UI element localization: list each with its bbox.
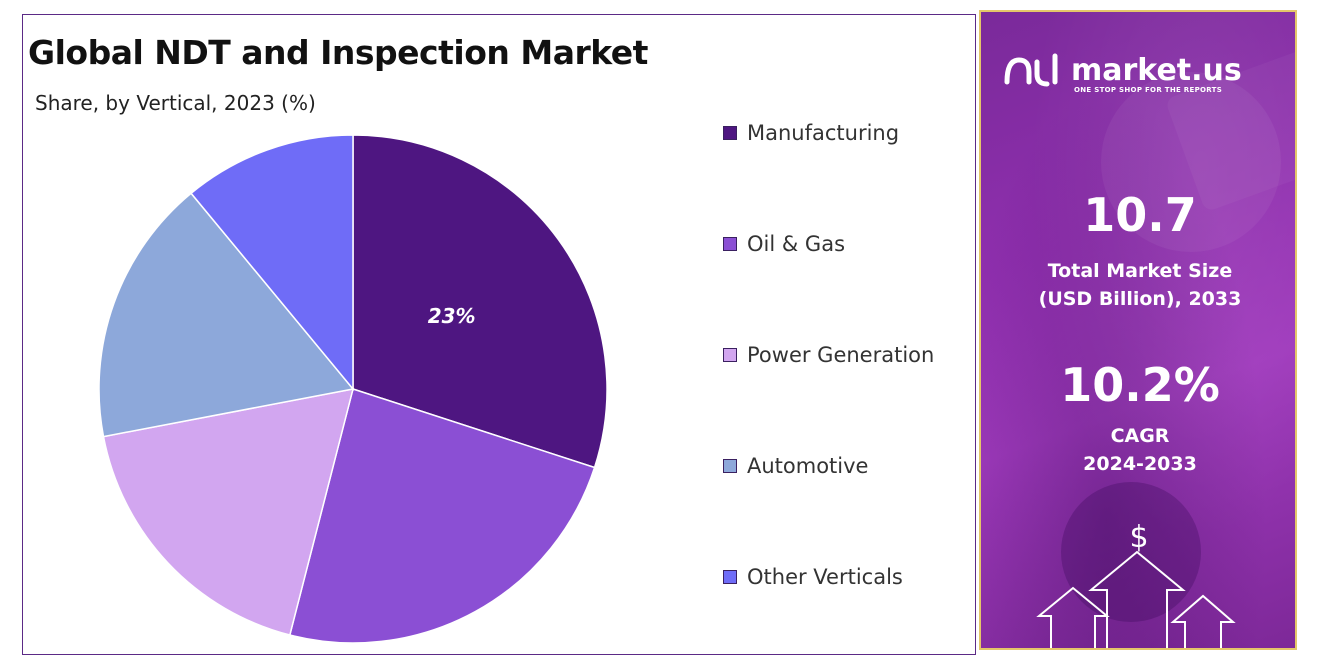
legend-swatch xyxy=(723,570,737,584)
chart-title: Global NDT and Inspection Market xyxy=(28,33,648,72)
market-us-logo-icon xyxy=(1004,53,1058,87)
legend-swatch xyxy=(723,459,737,473)
brand-name: market.us xyxy=(1071,53,1242,88)
pie-data-label: 23% xyxy=(428,304,476,328)
brand-logo[interactable]: market.us xyxy=(1003,52,1242,90)
legend-item-oil-gas: Oil & Gas xyxy=(723,232,845,256)
pie-slice-automotive xyxy=(98,192,355,438)
cagr-period: 2024-2033 xyxy=(1083,453,1197,475)
chart-frame: Global NDT and Inspection Market Share, … xyxy=(22,14,976,655)
pie-slice-oil-gas xyxy=(288,388,596,644)
legend-label: Oil & Gas xyxy=(747,232,846,256)
pie-slice-other-verticals xyxy=(190,134,354,392)
legend-swatch xyxy=(723,348,737,362)
legend-item-other-verticals: Other Verticals xyxy=(723,565,903,589)
pie-slice-manufacturing xyxy=(352,134,608,469)
legend-item-power-generation: Power Generation xyxy=(723,343,934,367)
market-summary-panel: market.us ONE STOP SHOP FOR THE REPORTS … xyxy=(979,10,1297,650)
dollar-icon: $ xyxy=(1129,520,1148,555)
legend-item-manufacturing: Manufacturing xyxy=(723,121,899,145)
legend-swatch xyxy=(723,237,737,251)
brand-tagline: ONE STOP SHOP FOR THE REPORTS xyxy=(1074,86,1223,94)
chart-subtitle: Share, by Vertical, 2023 (%) xyxy=(35,91,316,115)
legend-label: Other Verticals xyxy=(747,565,903,589)
market-size-label-line2: (USD Billion), 2033 xyxy=(1038,288,1242,310)
market-size-value: 10.7 xyxy=(1083,188,1197,242)
cagr-value: 10.2% xyxy=(1060,358,1220,412)
legend-item-automotive: Automotive xyxy=(723,454,868,478)
legend-swatch xyxy=(723,126,737,140)
cagr-label: CAGR xyxy=(1110,425,1170,447)
legend-label: Manufacturing xyxy=(747,121,900,145)
legend-label: Power Generation xyxy=(747,343,935,367)
legend-label: Automotive xyxy=(747,454,869,478)
market-size-label-line1: Total Market Size xyxy=(1047,260,1233,282)
pie-chart: 23% xyxy=(98,134,608,644)
pie-slice-power-generation xyxy=(102,388,355,636)
growth-arrows-icon: $ xyxy=(1036,520,1236,648)
